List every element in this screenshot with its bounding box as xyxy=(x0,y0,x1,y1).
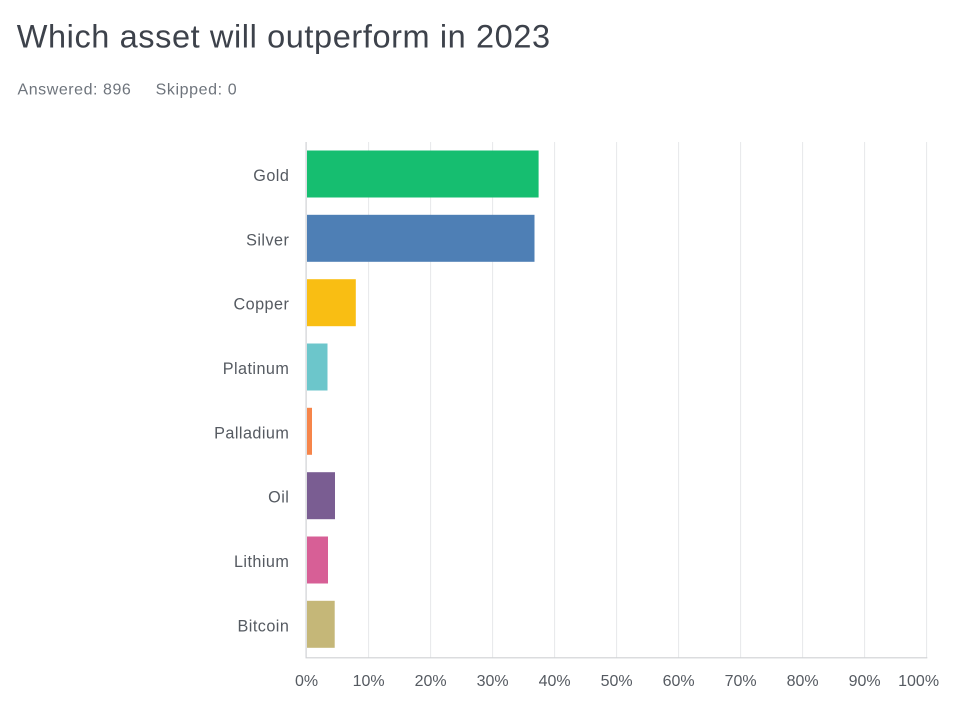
svg-text:Palladium: Palladium xyxy=(214,424,289,442)
svg-text:30%: 30% xyxy=(477,673,509,690)
svg-text:Skipped: 0: Skipped: 0 xyxy=(156,81,238,98)
svg-text:Silver: Silver xyxy=(246,231,289,249)
svg-text:Gold: Gold xyxy=(253,167,289,185)
svg-text:80%: 80% xyxy=(787,673,819,690)
svg-text:0%: 0% xyxy=(295,673,318,690)
svg-text:Bitcoin: Bitcoin xyxy=(238,617,290,635)
svg-text:20%: 20% xyxy=(415,673,447,690)
svg-text:90%: 90% xyxy=(849,673,881,690)
svg-text:50%: 50% xyxy=(601,673,633,690)
svg-text:Platinum: Platinum xyxy=(223,360,290,378)
svg-text:Oil: Oil xyxy=(268,489,289,507)
svg-text:60%: 60% xyxy=(663,673,695,690)
svg-text:Copper: Copper xyxy=(234,296,290,314)
svg-text:100%: 100% xyxy=(898,673,939,690)
svg-text:Answered: 896: Answered: 896 xyxy=(18,81,132,98)
svg-text:70%: 70% xyxy=(725,673,757,690)
svg-text:Lithium: Lithium xyxy=(234,553,289,571)
svg-text:40%: 40% xyxy=(539,673,571,690)
svg-text:Which asset will outperform in: Which asset will outperform in 2023 xyxy=(17,19,551,55)
svg-text:10%: 10% xyxy=(353,673,385,690)
